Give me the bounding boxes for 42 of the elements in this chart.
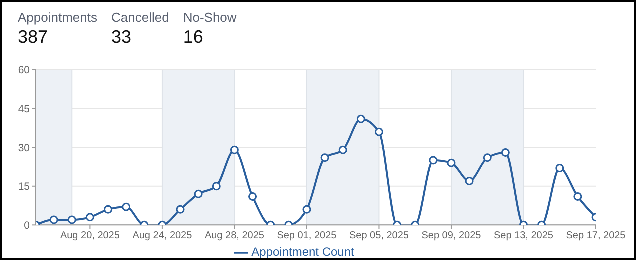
x-tick-label: Aug 20, 2025	[60, 230, 120, 242]
point	[122, 202, 131, 212]
point	[556, 164, 564, 173]
y-tick-label: 0	[24, 220, 30, 232]
y-tick-label: 45	[18, 104, 30, 116]
point	[212, 182, 221, 191]
text: 33	[112, 27, 133, 48]
x-tick-label: Sep 17, 2025	[566, 230, 626, 242]
point	[194, 190, 203, 198]
point	[86, 213, 94, 222]
point	[465, 176, 474, 186]
point	[501, 148, 510, 158]
x-tick-label: Sep 13, 2025	[494, 230, 554, 242]
point	[574, 192, 582, 201]
x-tick-label: Aug 24, 2025	[132, 230, 193, 242]
x-tick-label: Sep 05, 2025	[349, 230, 410, 242]
x-tick-label: Sep 09, 2025	[422, 230, 482, 242]
point	[447, 158, 456, 168]
y-tick-label: 60	[18, 64, 30, 77]
point	[302, 205, 312, 214]
point	[320, 154, 330, 162]
point	[104, 205, 113, 214]
point	[248, 192, 258, 201]
x-tick-label: Sep 01, 2025	[277, 230, 338, 242]
x-tick-label: Aug 28, 2025	[204, 230, 265, 242]
text: 387	[18, 27, 50, 48]
point	[483, 154, 492, 162]
point	[429, 156, 438, 165]
text: Cancelled	[112, 10, 170, 25]
point	[50, 216, 58, 224]
y-tick-label: 30	[18, 142, 30, 154]
text: No-Show	[183, 10, 237, 25]
text: 16	[183, 27, 204, 48]
point	[338, 146, 348, 154]
point	[68, 216, 76, 224]
legend-label: Appointment Count	[252, 245, 354, 260]
point	[230, 146, 239, 154]
point	[176, 205, 185, 214]
point	[374, 128, 384, 136]
text: Appointments	[18, 10, 98, 25]
point	[356, 114, 366, 124]
y-tick-label: 15	[18, 181, 30, 194]
